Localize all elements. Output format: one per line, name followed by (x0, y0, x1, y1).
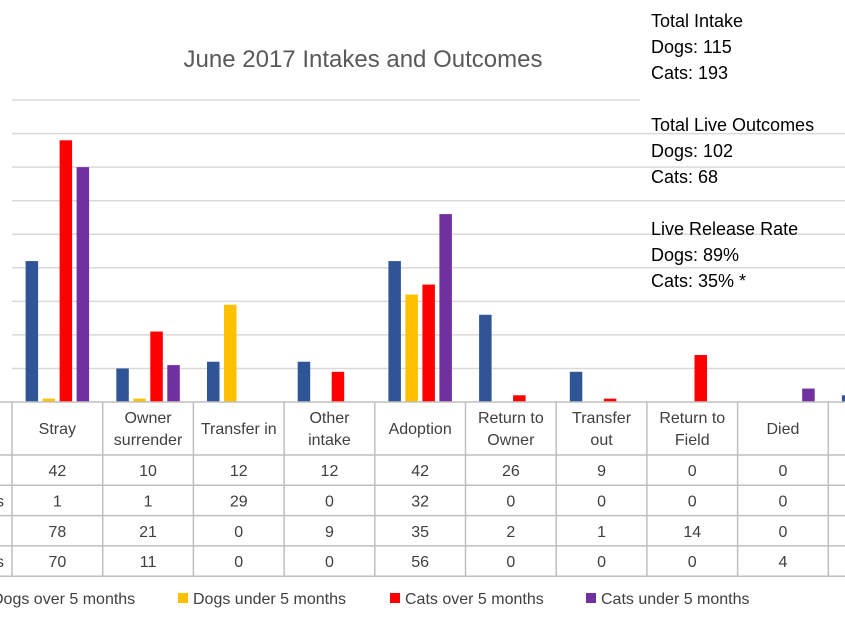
table-cell: 21 (139, 524, 157, 541)
category-label: Transfer in (201, 421, 277, 438)
table-cell: 10 (139, 463, 157, 480)
total-intake-title: Total Intake (651, 11, 744, 31)
category-label: Stray (39, 421, 76, 438)
bar (694, 355, 707, 402)
table-cell: 0 (688, 493, 697, 510)
legend-label: Cats under 5 months (601, 591, 750, 608)
total-live-outcomes-cats: Cats: 68 (651, 167, 719, 187)
total-intake-cats: Cats: 193 (651, 63, 729, 83)
bar (42, 398, 56, 402)
total-live-outcomes-title: Total Live Outcomes (651, 115, 815, 135)
bars (25, 140, 845, 402)
bar (802, 388, 815, 402)
total-live-outcomes-dogs: Dogs: 102 (651, 141, 734, 161)
category-label: Transfer out (572, 410, 632, 449)
table-cell: 1 (597, 524, 606, 541)
bar (150, 331, 163, 402)
table-cell: 0 (506, 493, 515, 510)
row-label: s (0, 554, 4, 571)
bar (167, 365, 180, 402)
category-label: Died (766, 421, 799, 438)
table-cell: 0 (506, 554, 515, 571)
chart-title: June 2017 Intakes and Outcomes (184, 46, 543, 73)
table-cell: 29 (230, 493, 248, 510)
table-cell: 12 (230, 463, 248, 480)
table-cell: 42 (48, 463, 66, 480)
table-cell: 9 (597, 463, 606, 480)
bar (297, 361, 311, 402)
legend-label: Cats over 5 months (405, 591, 544, 608)
table-cell: 0 (688, 463, 697, 480)
live-release-rate-dogs: Dogs: 89% (651, 245, 740, 265)
table-cell: 26 (502, 463, 520, 480)
table-cell: 2 (506, 524, 515, 541)
category-label: Owner surrender (114, 410, 183, 449)
table-cell: 0 (778, 493, 787, 510)
bar (841, 395, 845, 402)
table-cell: 78 (48, 524, 66, 541)
table-cell: 0 (597, 493, 606, 510)
table-cell: 0 (325, 554, 334, 571)
bar (439, 214, 452, 402)
legend-swatch (178, 593, 188, 603)
table-cell: 0 (234, 524, 243, 541)
table-cell: 32 (411, 493, 429, 510)
table-cell: 12 (321, 463, 339, 480)
bar (59, 140, 73, 402)
table-cell: 0 (778, 524, 787, 541)
legend-label: Dogs under 5 months (193, 591, 346, 608)
total-intake-dogs: Dogs: 115 (651, 37, 732, 57)
table-cell: 0 (325, 493, 334, 510)
category-label: Return to Field (659, 410, 725, 449)
legend-swatch (586, 593, 596, 603)
table-cell: 35 (411, 524, 429, 541)
table-cell: 56 (411, 554, 429, 571)
category-label: Return to Owner (478, 410, 544, 449)
table-cell: 0 (688, 554, 697, 571)
table-cell: 1 (144, 493, 153, 510)
category-label: Adoption (389, 421, 452, 438)
bar (76, 167, 90, 402)
table-cell: 11 (140, 554, 157, 571)
bar (479, 314, 492, 402)
table-cell: 1 (53, 493, 62, 510)
legend-label: Dogs over 5 months (0, 591, 135, 608)
bar (224, 304, 237, 402)
table-cell: 42 (411, 463, 429, 480)
bar (422, 284, 435, 402)
summary-stats: Total Intake Dogs: 115 Cats: 193 Total L… (651, 8, 814, 294)
legend: Dogs over 5 months Dogs under 5 months Cat… (0, 591, 750, 608)
table-cell: 0 (234, 554, 243, 571)
table-cell: 14 (683, 524, 701, 541)
table-cell: 0 (597, 554, 606, 571)
live-release-rate-title: Live Release Rate (651, 219, 799, 239)
legend-swatch (390, 593, 400, 603)
data-table: Stray Owner surrender Transfer in Other intak… (0, 401, 845, 577)
category-label: Other intake (308, 410, 351, 449)
bar (513, 395, 526, 402)
bar (116, 368, 129, 402)
bar (569, 371, 583, 402)
live-release-rate-cats: Cats: 35% * (651, 271, 747, 291)
bar (603, 398, 617, 402)
bar (207, 361, 220, 402)
table-cell: 4 (778, 554, 787, 571)
bar (388, 261, 401, 402)
table-cell: 70 (48, 554, 66, 571)
bar (331, 371, 345, 402)
row-label: s (0, 493, 4, 510)
bar (133, 398, 146, 402)
table-cell: 0 (778, 463, 787, 480)
bar (405, 294, 418, 402)
table-cell: 9 (325, 524, 334, 541)
bar (25, 261, 39, 402)
